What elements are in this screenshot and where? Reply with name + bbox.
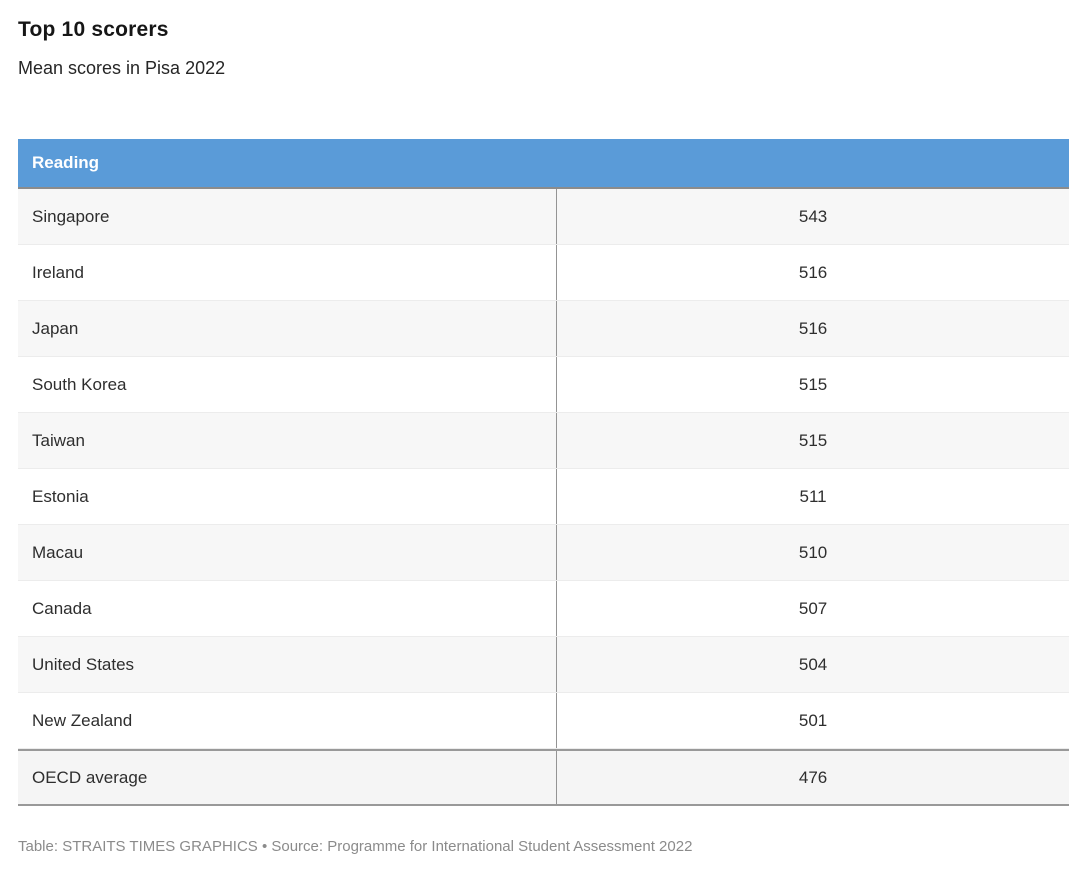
score-cell: 501 [798,710,828,730]
table-row: Canada 507 [18,581,1069,637]
table-body: Singapore 543 Ireland 516 Japan 516 Sout… [18,189,1069,749]
score-cell: 511 [799,486,827,506]
country-cell: New Zealand [18,693,558,748]
table-header-row: Reading [18,139,1069,189]
table-row: Taiwan 515 [18,413,1069,469]
country-cell: United States [18,637,558,692]
country-cell: Estonia [18,469,558,524]
country-cell: Japan [18,301,558,356]
table-row: New Zealand 501 [18,693,1069,749]
table-row: Ireland 516 [18,245,1069,301]
score-cell: 516 [798,262,828,282]
table-row: Estonia 511 [18,469,1069,525]
country-cell: Taiwan [18,413,558,468]
country-cell: Canada [18,581,558,636]
country-cell: South Korea [18,357,558,412]
country-cell: Singapore [18,189,558,244]
score-cell: 516 [798,318,828,338]
score-cell: 515 [798,430,828,450]
page-title: Top 10 scorers [18,18,169,41]
summary-value-cell: 476 [798,767,828,787]
score-cell: 507 [798,598,828,618]
table-row: South Korea 515 [18,357,1069,413]
table-row: United States 504 [18,637,1069,693]
table-row: Singapore 543 [18,189,1069,245]
score-cell: 515 [798,374,828,394]
score-cell: 543 [798,206,828,226]
source-note: Table: STRAITS TIMES GRAPHICS • Source: … [18,838,693,855]
table-row: Macau 510 [18,525,1069,581]
summary-row: OECD average 476 [18,749,1069,806]
score-cell: 510 [798,542,828,562]
page-subtitle: Mean scores in Pisa 2022 [18,58,226,78]
scores-table: Reading Singapore 543 Ireland 516 Japan … [18,139,1069,806]
score-cell: 504 [798,654,828,674]
country-cell: Macau [18,525,558,580]
table-row: Japan 516 [18,301,1069,357]
summary-label-cell: OECD average [18,751,558,804]
country-cell: Ireland [18,245,558,300]
table-header-label: Reading [32,153,100,172]
